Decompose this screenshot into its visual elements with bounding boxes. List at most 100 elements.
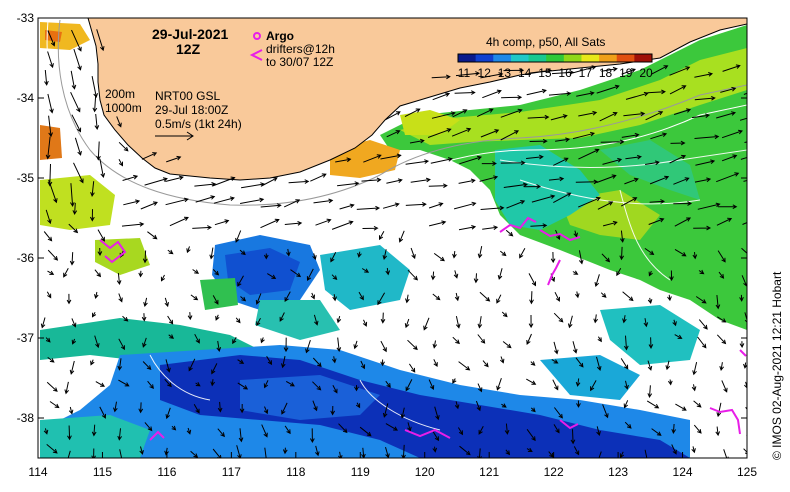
current-arrow-icon [186, 427, 192, 435]
current-arrow-icon [475, 400, 481, 412]
plot-area [38, 18, 747, 458]
current-arrow-icon [336, 337, 342, 353]
current-arrow-icon [669, 154, 687, 164]
colorbar-tick-label: 12 [478, 66, 492, 80]
lon-tick-label: 115 [93, 465, 112, 479]
current-arrow-icon [458, 361, 471, 371]
current-arrow-icon [44, 69, 49, 86]
current-arrow-icon [526, 429, 536, 442]
current-arrow-icon [573, 446, 580, 456]
current-arrow-icon [554, 291, 560, 302]
current-arrow-icon [665, 360, 671, 371]
current-arrow-icon [458, 225, 477, 231]
colorbar-tick-label: 16 [558, 66, 572, 80]
current-arrow-icon [358, 291, 364, 301]
current-arrow-icon [600, 139, 625, 145]
current-arrow-icon [717, 250, 726, 263]
current-arrow-icon [43, 428, 49, 435]
current-arrow-icon [266, 356, 273, 366]
current-arrow-icon [263, 380, 269, 389]
current-arrow-icon [361, 177, 382, 183]
current-arrow-icon [140, 201, 158, 210]
current-arrow-icon [624, 177, 639, 185]
current-arrow-icon [675, 403, 687, 411]
current-arrow-icon [213, 196, 235, 204]
current-arrow-icon [49, 401, 60, 409]
current-arrow-icon [526, 154, 544, 160]
current-arrow-icon [596, 84, 620, 94]
current-arrow-icon [68, 223, 79, 234]
current-arrow-icon [716, 334, 727, 345]
current-arrow-icon [551, 359, 559, 364]
current-arrow-icon [116, 273, 122, 286]
current-arrow-icon [71, 114, 82, 133]
current-arrow-icon [255, 293, 262, 305]
current-arrow-icon [281, 355, 286, 369]
current-arrow-icon [335, 157, 352, 163]
current-arrow-icon [452, 251, 457, 259]
current-arrow-icon [620, 358, 629, 370]
current-arrow-icon [92, 96, 98, 113]
current-arrow-icon [169, 216, 189, 227]
current-arrow-icon [601, 66, 618, 72]
current-arrow-icon [359, 426, 372, 437]
current-arrow-icon [648, 270, 653, 277]
current-arrow-icon [477, 334, 486, 344]
current-arrow-icon [385, 111, 401, 121]
current-arrow-icon [260, 218, 280, 229]
current-arrow-icon [116, 116, 122, 128]
current-arrow-icon [215, 314, 220, 321]
current-arrow-icon [570, 429, 576, 445]
colorbar-swatch [493, 54, 512, 62]
current-arrow-icon [331, 356, 337, 364]
current-arrow-icon [405, 379, 413, 392]
current-arrow-icon [123, 199, 141, 206]
current-arrow-icon [667, 294, 672, 302]
current-arrow-icon [423, 317, 430, 331]
current-arrow-icon [721, 380, 728, 393]
current-arrow-icon [216, 340, 222, 353]
current-arrow-icon [669, 66, 691, 76]
current-arrow-icon [312, 400, 318, 412]
current-arrow-icon [73, 48, 82, 71]
current-arrow-icon [530, 361, 536, 366]
current-arrow-icon [718, 271, 725, 279]
current-arrow-icon [649, 199, 666, 204]
argo-marker-icon [253, 32, 261, 40]
current-arrow-icon [530, 407, 536, 413]
current-arrow-icon [692, 361, 698, 376]
current-arrow-icon [362, 319, 368, 327]
current-arrow-icon [235, 230, 242, 243]
current-arrow-icon [305, 339, 311, 354]
colorbar: 11 12 13 14 15 16 17 18 19 20 [457, 53, 653, 80]
current-arrow-icon [667, 379, 673, 386]
current-arrow-icon [410, 247, 416, 260]
colorbar-swatch [634, 54, 653, 62]
current-arrow-icon [575, 378, 581, 387]
current-arrow-icon [578, 110, 598, 117]
current-arrow-icon [479, 291, 491, 302]
current-arrow-icon [91, 76, 98, 99]
current-arrow-icon [602, 157, 623, 165]
current-arrow-icon [647, 89, 666, 95]
current-arrow-icon [503, 182, 528, 188]
current-arrow-icon [620, 197, 638, 207]
current-arrow-icon [288, 179, 310, 184]
axis-ticks: 114 115 116 117 118 119 120 121 122 123 124 125 -33 -… [17, 11, 758, 479]
current-arrow-icon [74, 137, 82, 156]
current-arrow-icon [353, 340, 358, 350]
current-arrow-icon [355, 402, 361, 409]
current-arrow-icon [160, 274, 166, 282]
current-arrow-icon [476, 108, 494, 118]
current-arrow-icon [284, 291, 291, 303]
lon-tick-label: 116 [157, 465, 176, 479]
current-arrow-icon [385, 380, 391, 388]
current-arrow-icon [573, 230, 578, 238]
current-arrow-icon [165, 175, 184, 182]
current-arrow-icon [47, 51, 54, 69]
lon-tick-label: 119 [351, 465, 370, 479]
current-arrow-icon [452, 336, 460, 345]
current-arrow-icon [529, 291, 534, 305]
current-arrow-icon [166, 155, 182, 163]
